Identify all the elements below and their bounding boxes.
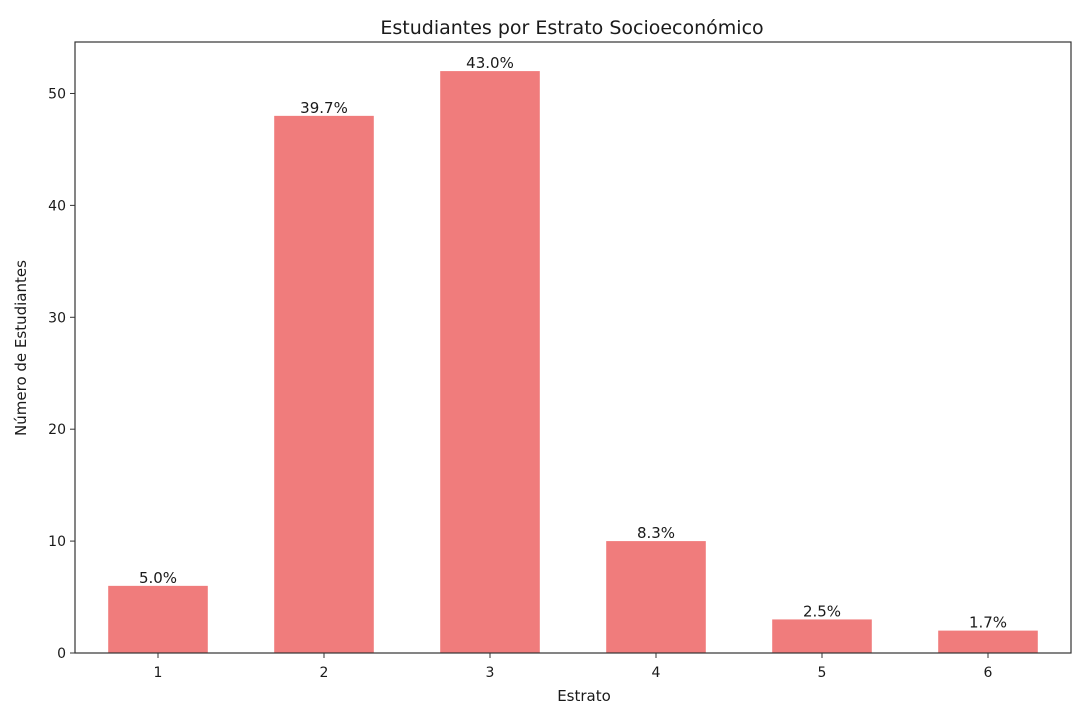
data-label-4: 8.3% xyxy=(637,524,675,542)
data-label-5: 2.5% xyxy=(803,602,841,620)
x-tick-label-3: 3 xyxy=(486,665,495,681)
data-label-2: 39.7% xyxy=(300,99,348,117)
bar-6 xyxy=(938,630,1038,653)
data-label-6: 1.7% xyxy=(969,614,1007,632)
y-tick-label-10: 10 xyxy=(48,534,66,550)
y-tick-label-20: 20 xyxy=(48,422,66,438)
bar-5 xyxy=(772,619,872,653)
data-label-1: 5.0% xyxy=(139,569,177,587)
y-tick-label-50: 50 xyxy=(48,86,66,102)
x-tick-label-6: 6 xyxy=(984,665,993,681)
y-axis-label: Número de Estudiantes xyxy=(12,260,30,436)
y-tick-label-40: 40 xyxy=(48,198,66,214)
bar-3 xyxy=(440,71,540,654)
bar-1 xyxy=(108,585,208,653)
x-tick-label-1: 1 xyxy=(154,665,163,681)
x-tick-label-4: 4 xyxy=(652,665,661,681)
x-axis-label: Estrato xyxy=(557,687,611,705)
bar-4 xyxy=(606,541,706,653)
plot-area: 5.0% 1 39.7% 2 43.0% 3 8.3% 4 2.5% 5 1.7% 6 0 10 20 30 4… xyxy=(48,41,1072,681)
bar-2 xyxy=(274,115,374,654)
x-tick-label-5: 5 xyxy=(818,665,827,681)
chart-title: Estudiantes por Estrato Socioeconómico xyxy=(380,17,763,39)
y-tick-label-0: 0 xyxy=(57,646,66,662)
axes-frame xyxy=(74,41,1072,654)
y-tick-label-30: 30 xyxy=(48,310,66,326)
data-label-3: 43.0% xyxy=(466,54,514,72)
x-tick-label-2: 2 xyxy=(320,665,329,681)
